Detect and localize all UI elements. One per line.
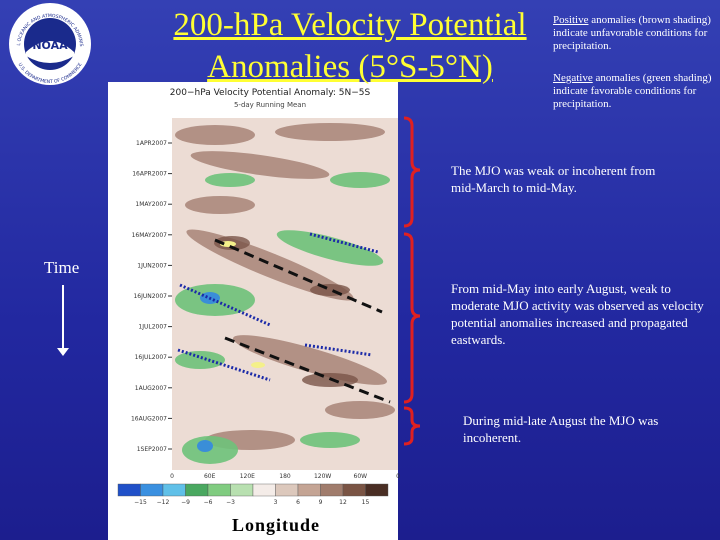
- logo-text: NOAA: [32, 39, 68, 52]
- time-arrow-head: [57, 348, 69, 356]
- colorbar-box: [185, 483, 209, 497]
- colorbar-box: [365, 483, 389, 497]
- longitude-tick-label: 60W: [354, 473, 368, 480]
- date-label: 16JUL2007: [135, 354, 168, 361]
- colorbar-box: [342, 483, 366, 497]
- date-label: 1MAY2007: [135, 201, 167, 208]
- colorbar-box: [320, 483, 344, 497]
- colorbar-label: 12: [339, 499, 347, 506]
- longitude-label: Longitude: [232, 515, 321, 535]
- colorbar-box: [230, 483, 254, 497]
- colorbar-label: −6: [204, 499, 213, 506]
- note-keyword: Positive: [553, 14, 589, 26]
- note-positive: Positive anomalies (brown shading) indic…: [553, 14, 715, 53]
- colorbar-box: [140, 483, 164, 497]
- colorbar-label: 15: [362, 499, 370, 506]
- colorbar-box: [252, 483, 276, 497]
- date-label: 16AUG2007: [131, 415, 167, 422]
- figure-title: 200−hPa Velocity Potential Anomaly: 5N−5…: [170, 88, 371, 98]
- note-negative: Negative anomalies (green shading) indic…: [553, 72, 715, 111]
- longitude-tick-label: 120E: [240, 473, 255, 480]
- date-label: 1JUL2007: [138, 324, 167, 331]
- date-label: 16JUN2007: [133, 293, 167, 300]
- annotation: During mid-late August the MJO was incoh…: [463, 413, 659, 445]
- annotation: From mid-May into early August, weak to …: [451, 281, 704, 347]
- longitude-tick-label: 120W: [314, 473, 331, 480]
- colorbar-box: [297, 483, 321, 497]
- slide-title: 200-hPa Velocity Potential Anomalies (5°…: [173, 7, 527, 85]
- colorbar-box: [275, 483, 299, 497]
- hovmoller-field: [172, 118, 398, 470]
- longitude-tick-label: 60E: [204, 473, 216, 480]
- colorbar-box: [207, 483, 231, 497]
- braces: [403, 116, 421, 446]
- note-keyword: Negative: [553, 72, 593, 84]
- colorbar-label: −3: [226, 499, 235, 506]
- date-label: 1SEP2007: [137, 446, 167, 453]
- longitude-tick-label: 0: [396, 473, 400, 480]
- colorbar-label: 6: [296, 499, 300, 506]
- colorbar-box: [162, 483, 186, 497]
- longitude-tick-label: 180: [279, 473, 291, 480]
- colorbar-label: −15: [134, 499, 147, 506]
- colorbar-label: −12: [157, 499, 170, 506]
- note-text: anomalies (brown shading) indicate unfav…: [553, 14, 711, 52]
- date-label: 1JUN2007: [137, 262, 167, 269]
- colorbar-box: [117, 483, 141, 497]
- annotation: The MJO was weak or incoherent from mid-…: [451, 163, 656, 195]
- time-label: Time: [44, 258, 80, 277]
- date-label: 16APR2007: [132, 171, 167, 178]
- note-text: anomalies (green shading) indicate favor…: [553, 72, 712, 110]
- date-label: 1AUG2007: [135, 385, 167, 392]
- logo: NOAA NATIONAL OCEANIC AND ATMOSPHERIC AD…: [0, 0, 91, 85]
- colorbar-label: −9: [181, 499, 190, 506]
- colorbar-label: 3: [274, 499, 278, 506]
- figure-subtitle: 5-day Running Mean: [234, 101, 306, 109]
- date-label: 1APR2007: [136, 140, 167, 147]
- colorbar-label: 9: [319, 499, 323, 506]
- longitude-tick-label: 0: [170, 473, 174, 480]
- date-label: 16MAY2007: [132, 232, 168, 239]
